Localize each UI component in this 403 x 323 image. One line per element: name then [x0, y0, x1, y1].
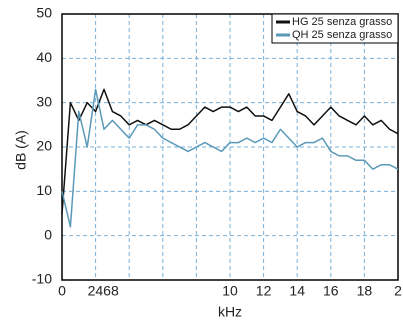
- x-tick-label: 18: [357, 283, 373, 299]
- legend-box: [271, 13, 399, 44]
- x-tick-label: 16: [323, 283, 339, 299]
- x-axis-label: kHz: [218, 304, 242, 320]
- x-tick-label: 2468: [88, 283, 119, 299]
- y-tick-label: 30: [36, 93, 52, 109]
- y-tick-label: 50: [36, 5, 52, 21]
- y-axis-label: dB (A): [13, 130, 29, 170]
- x-tick-label: 0: [58, 283, 66, 299]
- x-tick-label: 2: [394, 283, 402, 299]
- line-series: [61, 88, 399, 228]
- y-tick-label: 10: [36, 182, 52, 198]
- y-tick-label: -10: [32, 271, 52, 287]
- y-tick-label: 0: [44, 226, 52, 242]
- x-tick-label: 10: [222, 283, 238, 299]
- y-tick-label: 40: [36, 49, 52, 65]
- x-tick-label: 14: [289, 283, 305, 299]
- plot-frame: [61, 13, 399, 281]
- legend-label: QH 25 senza grasso: [292, 29, 392, 41]
- line-series: [61, 88, 399, 214]
- legend-label: HG 25 senza grasso: [292, 16, 392, 28]
- y-tick-label: 20: [36, 138, 52, 154]
- x-tick-label: 12: [256, 283, 272, 299]
